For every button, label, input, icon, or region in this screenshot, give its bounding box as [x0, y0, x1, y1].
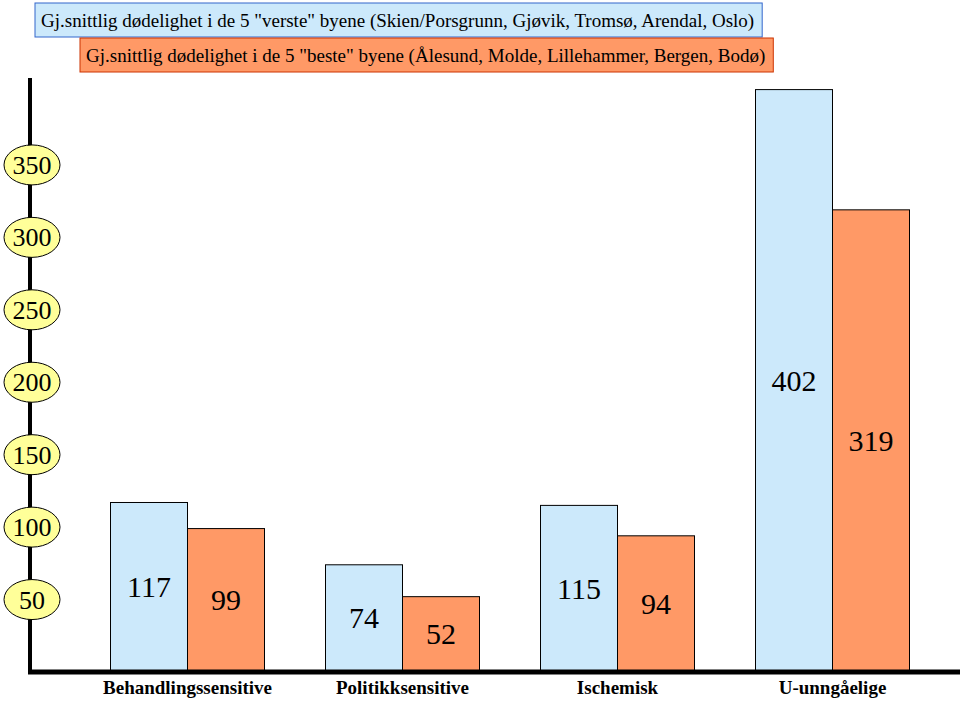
data-label: 402 [772, 364, 817, 397]
legend: Gj.snittlig dødelighet i de 5 "verste" b… [35, 3, 773, 72]
tick-marker [4, 145, 60, 185]
chart: 117 74 115 402 99 52 94 319 50 100 150 200 250 300 350… [0, 0, 960, 702]
data-label: 94 [641, 587, 671, 620]
tick-label: 250 [13, 296, 52, 325]
bar [111, 502, 188, 672]
tick-label: 350 [13, 151, 52, 180]
data-label: 319 [849, 424, 894, 457]
category-label: U-unngåelige [779, 677, 887, 698]
bar [541, 505, 618, 672]
tick-label: 100 [13, 513, 52, 542]
tick-label: 50 [19, 586, 45, 615]
legend-box [35, 3, 762, 37]
legend-label: Gj.snittlig dødelighet i de 5 "verste" b… [41, 10, 754, 32]
tick-marker [4, 362, 60, 402]
data-label: 52 [426, 617, 456, 650]
tick-marker [4, 290, 60, 330]
category-label: Ischemisk [577, 677, 659, 698]
tick-marker [4, 580, 60, 620]
legend-label: Gj.snittlig dødelighet i de 5 "beste" by… [86, 45, 765, 67]
bar [756, 90, 833, 672]
tick-label: 300 [13, 223, 52, 252]
bar [188, 529, 265, 672]
data-labels: 117 74 115 402 99 52 94 319 [127, 364, 893, 651]
tick-label: 200 [13, 368, 52, 397]
bars [111, 90, 910, 672]
bar [403, 597, 480, 672]
category-label: Politikksensitive [336, 677, 469, 698]
tick-marker [4, 435, 60, 475]
tick-marker [4, 507, 60, 547]
legend-box [80, 38, 773, 72]
data-label: 117 [127, 570, 171, 603]
bar [618, 536, 695, 672]
tick-marker [4, 217, 60, 257]
bar [833, 210, 910, 672]
tick-label: 150 [13, 441, 52, 470]
category-label: Behandlingssensitive [103, 677, 272, 698]
data-label: 115 [557, 572, 601, 605]
x-axis [28, 670, 960, 675]
bar [326, 565, 403, 672]
data-label: 74 [349, 601, 379, 634]
data-label: 99 [211, 583, 241, 616]
